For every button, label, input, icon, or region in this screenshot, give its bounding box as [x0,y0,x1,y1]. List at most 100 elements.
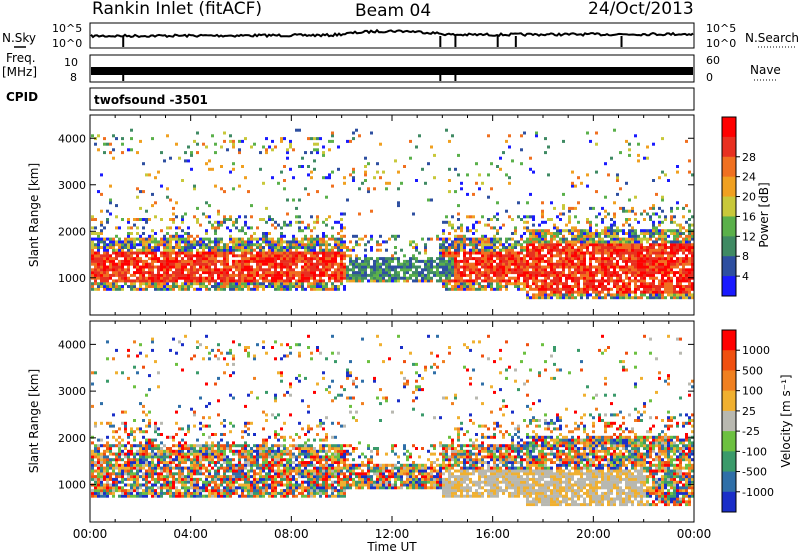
heatmap-cell [337,220,340,224]
heatmap-cell [493,234,496,238]
heatmap-cell [319,276,322,280]
heatmap-cell [94,449,97,453]
heatmap-cell [610,218,613,221]
heatmap-cell [364,234,367,238]
heatmap-cell [604,229,607,233]
power-ylabel: Slant Range [km] [27,163,41,267]
heatmap-cell [205,334,208,338]
heatmap-cell [145,441,148,445]
heatmap-cell [259,257,262,261]
heatmap-cell [91,254,94,258]
heatmap-cell [382,273,385,277]
heatmap-cell [511,276,514,280]
heatmap-cell [355,128,358,132]
heatmap-cell [130,469,133,473]
heatmap-cell [202,455,205,459]
heatmap-cell [505,257,508,261]
heatmap-cell [532,273,535,277]
heatmap-cell [487,276,490,280]
heatmap-cell [208,254,211,258]
heatmap-cell [502,271,505,275]
heatmap-cell [490,268,493,272]
heatmap-cell [472,262,475,266]
heatmap-cell [508,251,511,255]
heatmap-cell [532,234,535,238]
heatmap-cell [142,232,145,235]
colorbar-tick-label: 24 [742,171,756,184]
heatmap-cell [280,282,283,286]
heatmap-cell [112,483,115,487]
heatmap-cell [142,475,145,479]
heatmap-cell [268,251,271,255]
heatmap-cell [469,282,472,286]
heatmap-cell [298,273,301,277]
heatmap-cell [568,209,571,213]
heatmap-cell [472,223,475,227]
heatmap-cell [247,285,250,288]
heatmap-cell [289,142,292,146]
heatmap-cell [661,243,664,247]
heatmap-cell [550,287,553,291]
heatmap-cell [304,276,307,280]
heatmap-cell [643,257,646,261]
heatmap-cell [157,480,160,484]
frequency-band [91,67,693,75]
heatmap-cell [670,229,673,233]
heatmap-cell [661,290,664,294]
heatmap-cell [106,271,109,275]
heatmap-cell [376,259,379,263]
heatmap-cell [643,234,646,238]
heatmap-cell [247,259,250,263]
heatmap-cell [373,268,376,272]
heatmap-cell [559,237,562,241]
heatmap-cell [169,285,172,288]
heatmap-cell [328,287,331,291]
heatmap-cell [583,251,586,255]
heatmap-cell [316,273,319,277]
heatmap-cell [112,148,115,152]
heatmap-cell [571,276,574,280]
heatmap-cell [292,234,295,238]
heatmap-cell [190,257,193,261]
heatmap-cell [244,259,247,263]
heatmap-cell [280,170,283,174]
heatmap-cell [577,265,580,269]
heatmap-cell [199,287,202,291]
heatmap-cell [451,226,454,230]
heatmap-cell [259,251,262,255]
heatmap-cell [550,246,553,249]
heatmap-cell [295,279,298,283]
heatmap-cell [433,271,436,275]
heatmap-cell [292,285,295,288]
heatmap-cell [340,257,343,261]
heatmap-cell [322,243,325,247]
heatmap-cell [508,265,511,269]
heatmap-cell [235,240,238,244]
heatmap-cell [523,285,526,288]
heatmap-cell [496,265,499,269]
heatmap-cell [202,449,205,453]
heatmap-cell [217,248,220,252]
heatmap-cell [685,257,688,261]
heatmap-cell [166,271,169,275]
heatmap-cell [298,226,301,230]
heatmap-cell [619,251,622,255]
heatmap-cell [223,276,226,280]
heatmap-cell [589,271,592,275]
heatmap-cell [205,475,208,479]
heatmap-cell [136,371,139,375]
heatmap-cell [529,237,532,241]
heatmap-cell [130,137,133,141]
heatmap-cell [454,243,457,247]
heatmap-cell [130,287,133,291]
heatmap-cell [463,273,466,277]
heatmap-cell [604,234,607,238]
heatmap-cell [295,265,298,269]
heatmap-cell [205,271,208,275]
heatmap-cell [115,268,118,272]
heatmap-cell [187,486,190,490]
heatmap-cell [475,237,478,241]
heatmap-cell [166,483,169,487]
heatmap-cell [577,232,580,235]
heatmap-cell [187,452,190,456]
